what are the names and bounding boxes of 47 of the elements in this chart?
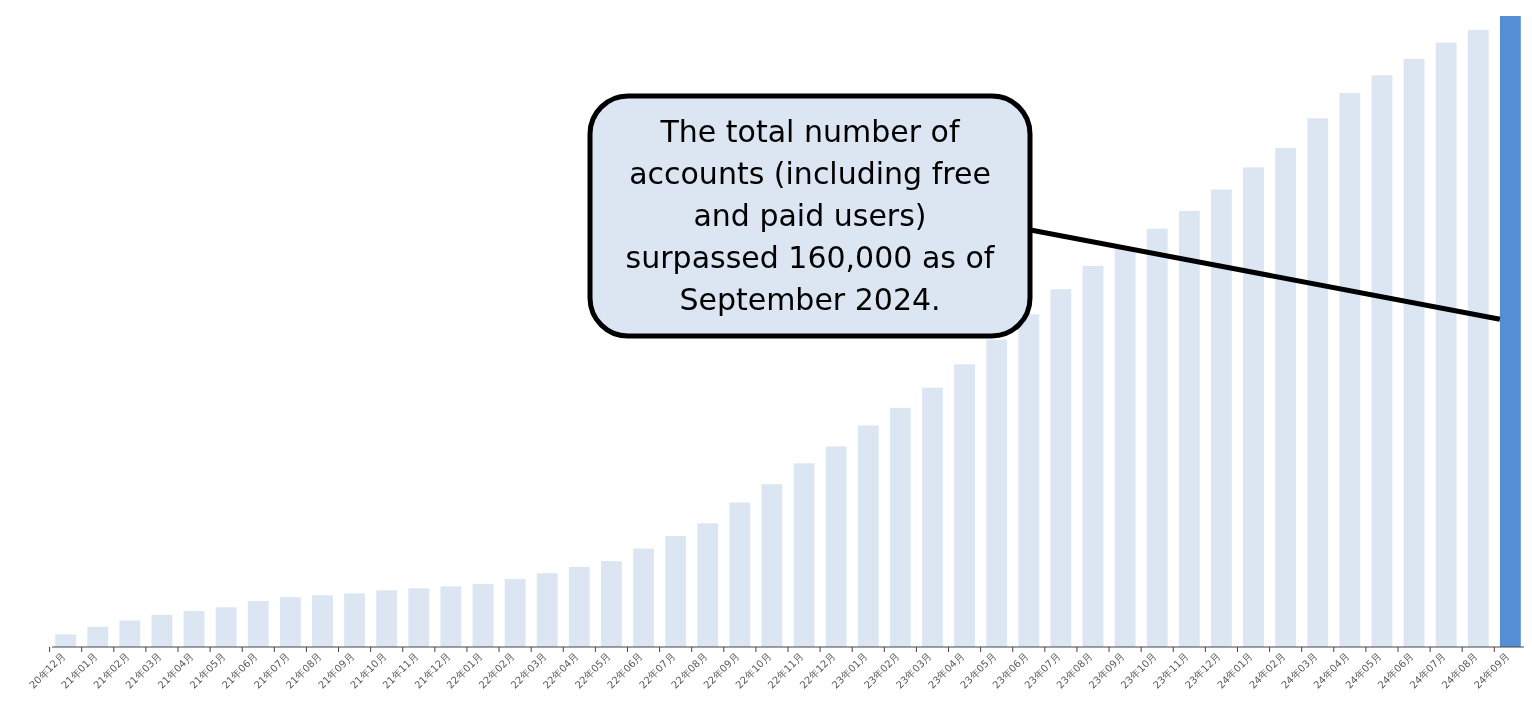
bar — [376, 590, 398, 647]
bar — [1210, 189, 1232, 647]
bar — [761, 484, 783, 647]
bar — [536, 573, 558, 647]
bar — [633, 548, 654, 647]
bar — [1082, 265, 1104, 647]
bar — [408, 588, 430, 647]
bar — [1403, 58, 1425, 647]
bar — [665, 535, 687, 647]
bar — [279, 597, 301, 647]
bar — [183, 611, 205, 647]
bar — [697, 523, 719, 647]
bar — [729, 502, 751, 647]
bar — [1275, 147, 1297, 647]
bar — [954, 364, 976, 647]
bar — [472, 583, 494, 647]
bar — [825, 446, 847, 647]
bar — [922, 387, 943, 647]
bar — [1435, 42, 1457, 647]
bar — [1114, 248, 1136, 647]
bar — [600, 561, 622, 647]
bar — [986, 339, 1008, 647]
bar — [1243, 167, 1264, 647]
bar — [215, 607, 237, 647]
bar — [1499, 16, 1521, 647]
bar — [440, 586, 462, 647]
bar — [1371, 75, 1393, 647]
bar — [119, 620, 141, 647]
bar — [568, 566, 590, 647]
annotation: The total number of accounts (including free and paid users) surpassed 160,000 as of September 2024. — [625, 114, 996, 317]
bar — [889, 407, 911, 647]
bar — [857, 425, 879, 647]
bar — [55, 634, 77, 647]
bar — [1307, 118, 1329, 647]
bar — [793, 463, 815, 647]
bar — [247, 600, 269, 647]
bar — [1339, 92, 1361, 647]
bar — [151, 614, 173, 647]
bar — [1146, 228, 1168, 647]
bar — [1178, 210, 1200, 647]
bar — [87, 626, 109, 647]
bar — [1050, 289, 1072, 647]
bar — [1018, 314, 1040, 647]
bar — [504, 578, 526, 647]
bar — [344, 593, 366, 647]
bar — [312, 595, 333, 647]
bar — [1467, 29, 1489, 647]
